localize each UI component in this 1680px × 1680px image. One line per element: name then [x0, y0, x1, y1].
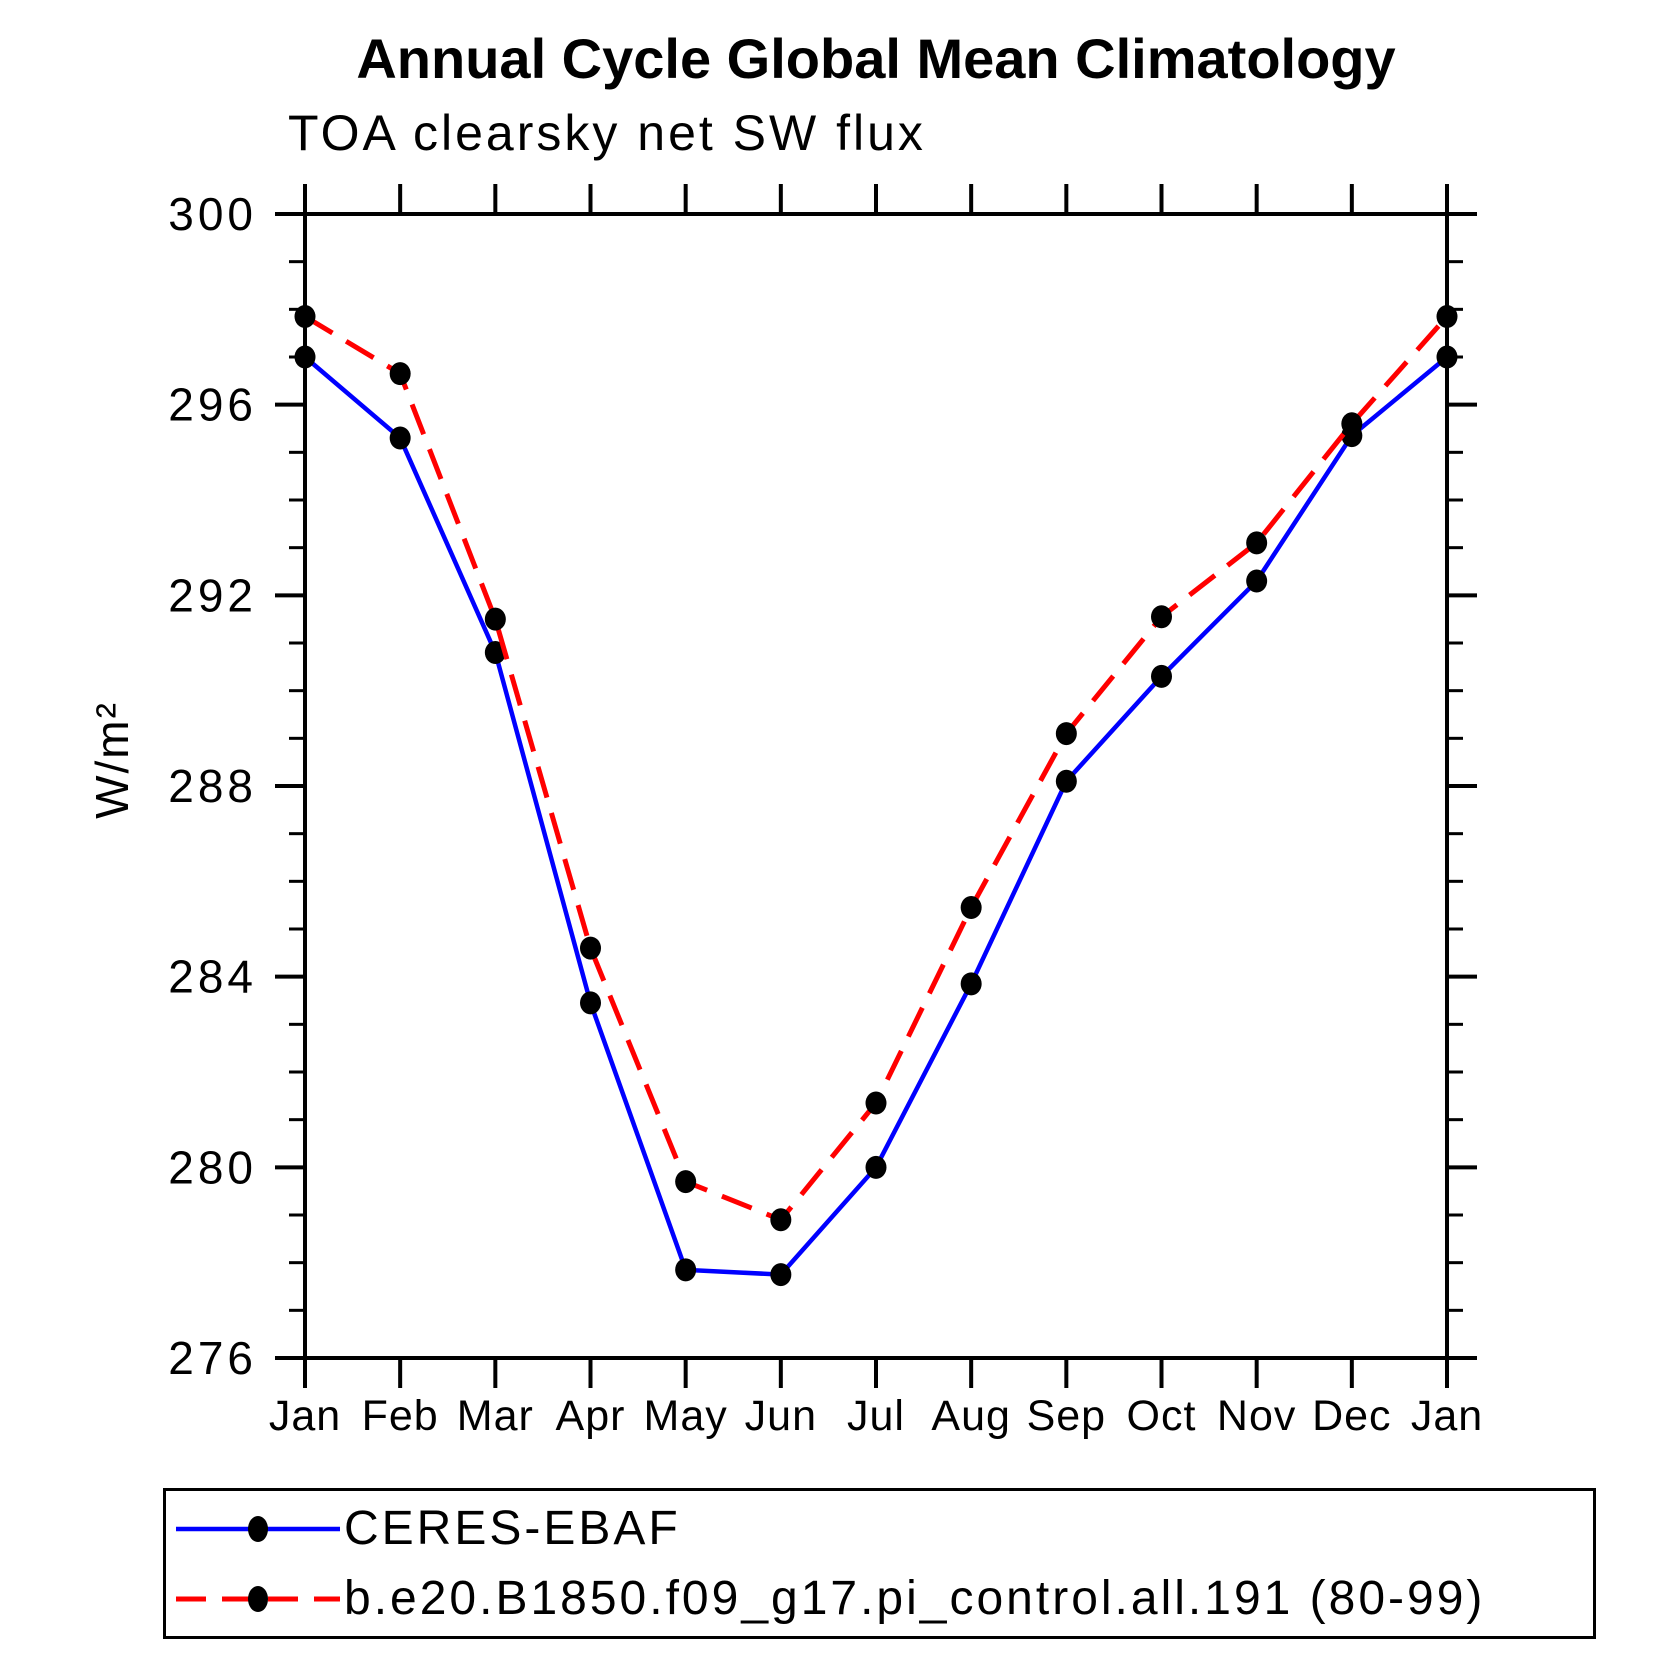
data-point-marker: [389, 362, 411, 386]
series-line-0: [303, 355, 1449, 1277]
data-point-marker: [1055, 769, 1077, 793]
data-point-marker: [1246, 569, 1268, 593]
legend-row-ceres: CERES-EBAF: [172, 1497, 1593, 1561]
legend-sample-line-solid: [176, 1515, 340, 1542]
y-tick-label: 288: [168, 760, 257, 812]
data-point-marker: [389, 426, 411, 450]
x-tick-label: Apr: [556, 1392, 626, 1440]
data-point-marker: [865, 1091, 887, 1115]
x-tick-label: Mar: [457, 1392, 534, 1440]
data-point-marker: [770, 1208, 792, 1232]
x-tick-label: Sep: [1027, 1392, 1107, 1440]
data-point-marker: [1151, 664, 1172, 688]
data-point-marker: [1436, 304, 1458, 328]
plot-frame: [303, 212, 1449, 1360]
x-tick-label: May: [644, 1392, 728, 1440]
legend-box: CERES-EBAF b.e20.B1850.f09_g17.pi_contro…: [163, 1488, 1596, 1639]
x-tick-label: Jun: [745, 1392, 817, 1440]
y-tick-label: 292: [168, 569, 257, 621]
y-tick-label: 296: [168, 379, 257, 431]
chart-subtitle: TOA clearsky net SW flux: [288, 105, 926, 161]
y-tick-label: 280: [168, 1141, 257, 1193]
legend-row-model: b.e20.B1850.f09_g17.pi_control.all.191 (…: [172, 1567, 1593, 1631]
data-point-marker: [294, 345, 316, 369]
data-point-marker: [1151, 605, 1172, 629]
data-point-marker: [675, 1258, 697, 1282]
x-tick-label: Oct: [1127, 1392, 1197, 1440]
data-point-marker: [580, 991, 601, 1015]
y-tick-label: 276: [168, 1332, 257, 1384]
y-tick-label: 284: [168, 951, 257, 1003]
legend-sample-line-dashed: [176, 1585, 340, 1612]
legend-label-model: b.e20.B1850.f09_g17.pi_control.all.191 (…: [344, 1571, 1486, 1625]
x-tick-label: Nov: [1217, 1392, 1296, 1440]
data-point-marker: [1341, 412, 1363, 436]
data-point-marker: [484, 607, 506, 631]
x-tick-label: Jan: [1411, 1392, 1483, 1440]
x-tick-label: Aug: [931, 1392, 1011, 1440]
x-tick-label: Dec: [1312, 1392, 1391, 1440]
legend-label-ceres: CERES-EBAF: [344, 1501, 681, 1555]
data-point-marker: [1436, 345, 1458, 369]
data-point-marker: [294, 304, 316, 328]
x-tick-label: Feb: [362, 1392, 439, 1440]
x-tick-label: Jul: [847, 1392, 905, 1440]
y-tick-label: 300: [168, 188, 257, 240]
data-point-marker: [770, 1263, 792, 1287]
x-tick-label: Jan: [269, 1392, 341, 1440]
data-point-marker: [1246, 531, 1268, 555]
data-point-marker: [580, 936, 601, 960]
data-point-marker: [960, 896, 982, 920]
series-line-1: [303, 314, 1449, 1223]
data-point-marker: [865, 1155, 887, 1179]
data-point-marker: [484, 641, 506, 665]
data-point-marker: [960, 972, 982, 996]
chart-title: Annual Cycle Global Mean Climatology: [356, 27, 1396, 90]
data-point-marker: [1055, 722, 1077, 746]
data-point-marker: [675, 1170, 697, 1194]
